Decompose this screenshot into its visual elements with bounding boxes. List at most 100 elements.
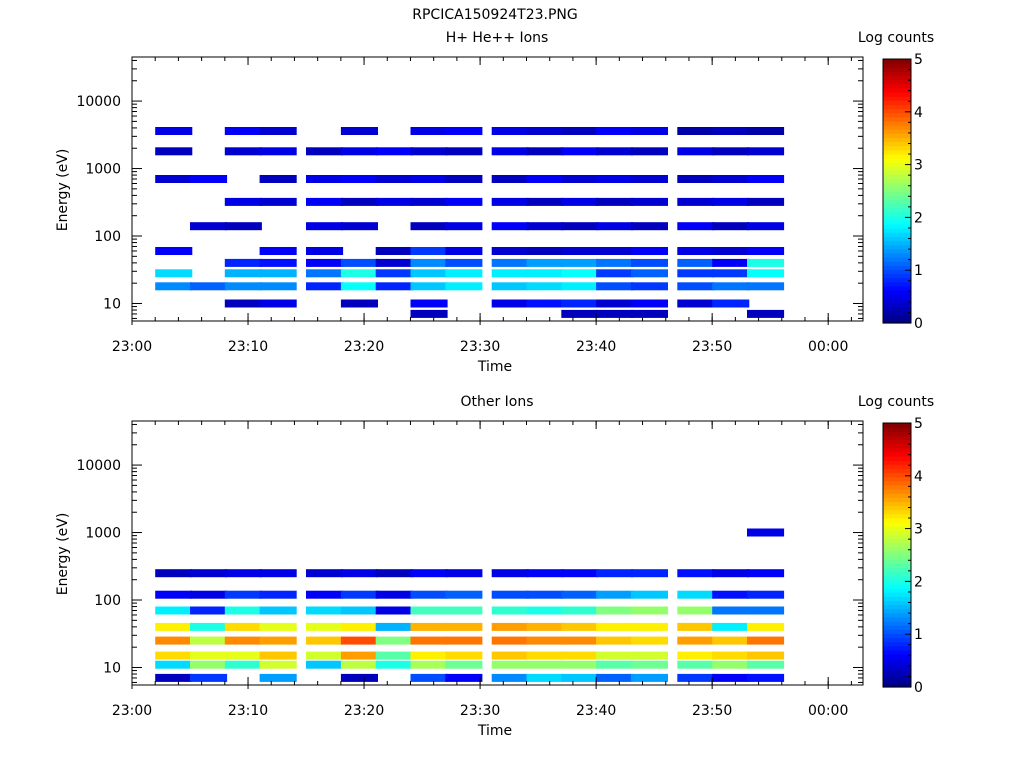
heatmap-cell bbox=[677, 606, 715, 615]
heatmap-cell bbox=[712, 197, 750, 206]
heatmap-cell bbox=[259, 651, 297, 660]
heatmap-cell bbox=[630, 127, 668, 135]
heatmap-cell bbox=[561, 222, 599, 231]
heatmap-cell bbox=[596, 606, 634, 615]
colorbar-tick-label: 5 bbox=[914, 52, 923, 68]
colorbar-segment bbox=[883, 563, 911, 568]
heatmap-cell bbox=[445, 147, 483, 156]
heatmap-cell bbox=[259, 660, 297, 669]
colorbar-segment bbox=[883, 224, 911, 229]
heatmap-cell bbox=[375, 590, 413, 599]
colorbar-segment bbox=[883, 318, 911, 324]
colorbar: 0 1 2 3 4 5 bbox=[882, 52, 923, 332]
colorbar-segment bbox=[883, 186, 911, 192]
colorbar-segment bbox=[883, 505, 911, 511]
colorbar-segment bbox=[883, 104, 911, 110]
colorbar-tick-label: 1 bbox=[914, 263, 923, 279]
heatmap-cell bbox=[190, 636, 228, 645]
heatmap-cell bbox=[630, 309, 668, 318]
heatmap-cell bbox=[259, 147, 297, 156]
colorbar-tick-label: 0 bbox=[914, 316, 923, 332]
heatmap-cell bbox=[491, 606, 529, 615]
heatmap-cell bbox=[259, 299, 297, 308]
colorbar-segment bbox=[883, 583, 911, 589]
heatmap-cell bbox=[491, 622, 529, 631]
colorbar-segment bbox=[883, 621, 911, 626]
heatmap-cell bbox=[340, 590, 378, 599]
heatmap-cell bbox=[561, 299, 599, 308]
heatmap-cell bbox=[677, 258, 715, 267]
heatmap-cell bbox=[340, 606, 378, 615]
colorbar-segment bbox=[883, 435, 911, 441]
colorbar-tick-label: 4 bbox=[914, 105, 923, 121]
heatmap-cell bbox=[259, 247, 297, 255]
heatmap-cell bbox=[747, 528, 785, 537]
heatmap-cell bbox=[224, 636, 262, 645]
heatmap-cell bbox=[410, 299, 448, 308]
heatmap-cell bbox=[306, 197, 344, 206]
heatmap-cell bbox=[596, 269, 634, 278]
colorbar-segment bbox=[883, 460, 911, 465]
heatmap-cell bbox=[677, 147, 715, 156]
heatmap-cell bbox=[630, 299, 668, 308]
colorbar-tick-label: 2 bbox=[914, 210, 923, 226]
heatmap-cell bbox=[747, 282, 785, 291]
heatmap-cell bbox=[375, 147, 413, 156]
heatmap-cell bbox=[445, 660, 483, 669]
heatmap-cell bbox=[596, 222, 634, 231]
x-tick-label: 23:00 bbox=[112, 703, 152, 719]
heatmap-cell bbox=[445, 127, 483, 135]
heatmap-cell bbox=[259, 606, 297, 615]
heatmap-cell bbox=[747, 569, 785, 578]
heatmap-cell bbox=[259, 258, 297, 267]
heatmap-cell bbox=[561, 269, 599, 278]
colorbar: 0 1 2 3 4 5 bbox=[882, 416, 923, 696]
heatmap-cell bbox=[491, 175, 529, 183]
heatmap-cell bbox=[677, 569, 715, 578]
heatmap-cell bbox=[526, 299, 564, 308]
y-tick-label: 100 bbox=[94, 229, 121, 245]
colorbar-segment bbox=[883, 232, 911, 237]
heatmap-cell bbox=[190, 175, 228, 183]
heatmap-cell bbox=[224, 299, 262, 308]
heatmap-cell bbox=[596, 127, 634, 135]
colorbar-segment bbox=[883, 199, 911, 204]
heatmap-cell bbox=[747, 622, 785, 631]
heatmap-cell bbox=[596, 299, 634, 308]
colorbar-segment bbox=[883, 269, 911, 275]
heatmap-cell bbox=[190, 222, 228, 231]
colorbar-segment bbox=[883, 133, 911, 138]
colorbar-segment bbox=[883, 195, 911, 200]
colorbar-segment bbox=[883, 203, 911, 209]
colorbar-segment bbox=[883, 310, 911, 316]
heatmap-cell bbox=[677, 636, 715, 645]
axes: 23:00 23:10 23:20 23:30 23:40 23:50 00:00 10 100… bbox=[76, 420, 864, 719]
panel-title: Other Ions bbox=[460, 394, 533, 410]
heatmap-cell bbox=[526, 127, 564, 135]
heatmap-cell bbox=[747, 147, 785, 156]
colorbar-segment bbox=[883, 484, 911, 490]
heatmap-cell bbox=[259, 269, 297, 278]
heatmap-cell bbox=[712, 127, 750, 135]
heatmap-cell bbox=[306, 606, 344, 615]
heatmap-cell bbox=[259, 127, 297, 135]
heatmap-cell bbox=[561, 127, 599, 135]
x-tick-label: 23:50 bbox=[692, 339, 732, 355]
colorbar-segment bbox=[883, 629, 911, 634]
colorbar-segment bbox=[883, 658, 911, 663]
colorbar-segment bbox=[883, 608, 911, 614]
colorbar-segment bbox=[883, 522, 911, 527]
heatmap-cell bbox=[259, 197, 297, 206]
heatmap-cell bbox=[596, 651, 634, 660]
colorbar-segment bbox=[883, 550, 911, 556]
heatmap-cell bbox=[596, 622, 634, 631]
heatmap-cell bbox=[747, 309, 785, 318]
heatmap-cell bbox=[224, 282, 262, 291]
colorbar-segment bbox=[883, 489, 911, 494]
heatmap-cell bbox=[596, 673, 634, 682]
colorbar-segment bbox=[883, 649, 911, 655]
colorbar-tick-label: 0 bbox=[914, 680, 923, 696]
x-tick-label: 23:20 bbox=[344, 703, 384, 719]
colorbar-segment bbox=[883, 476, 911, 482]
y-tick-label: 10000 bbox=[76, 94, 121, 110]
